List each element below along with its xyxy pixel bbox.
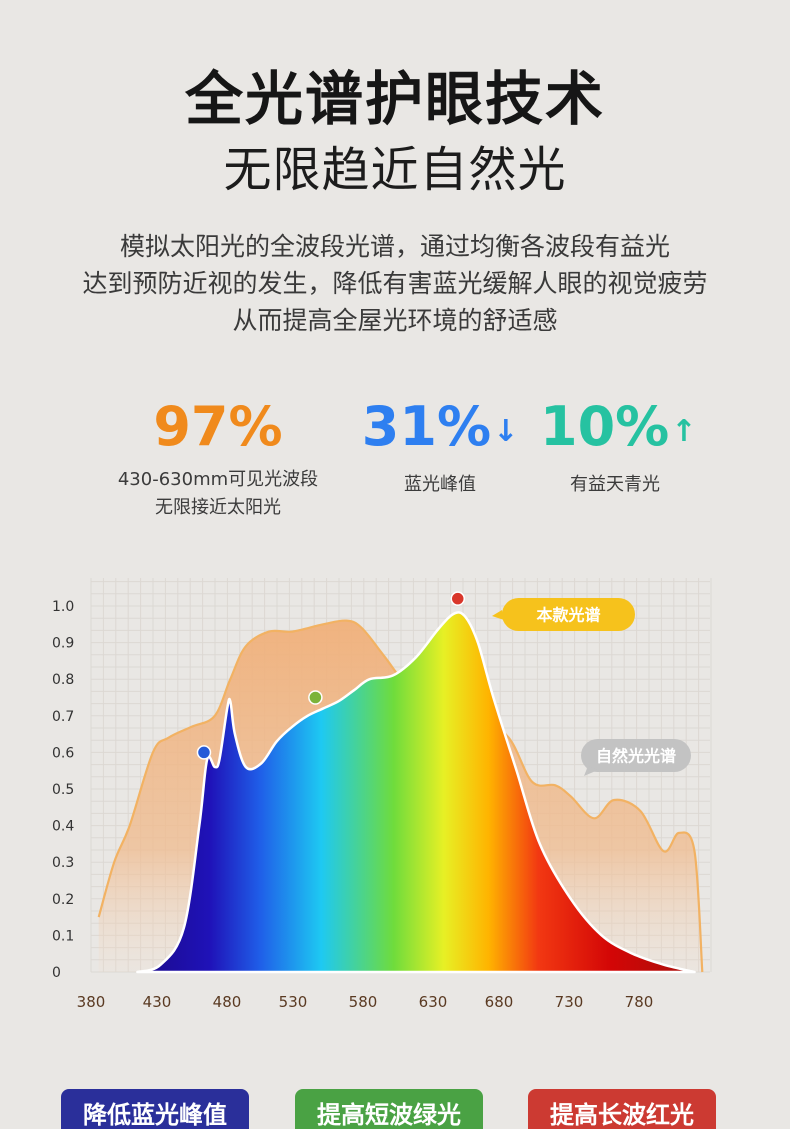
arrow-up-icon: ↑ [671,414,697,449]
description-line: 从而提高全屋光环境的舒适感 [232,306,558,335]
x-tick-label: 680 [485,993,514,1011]
x-tick-label: 580 [349,993,378,1011]
chart-series [97,611,704,974]
reduce-blue-peak-button[interactable]: 降低蓝光峰值 [61,1089,249,1129]
x-tick-label: 380 [77,993,106,1011]
x-axis: 380 430 480 530 580 630 680 730 780 [77,993,654,1011]
highlight-point [196,745,212,760]
stat-label: 有益天青光 [570,474,660,495]
page-subtitle: 无限趋近自然光 [223,142,567,198]
y-tick-label: 1.0 [52,599,74,615]
description: 模拟太阳光的全波段光谱，通过均衡各波段有益光 达到预防近视的发生，降低有害蓝光缓… [0,228,790,339]
product-spectrum-label: 本款光谱 [492,598,635,631]
product-spectrum-area [136,611,696,974]
natural-spectrum-label-bg [581,739,691,772]
y-tick-label: 0.8 [52,672,74,688]
stat-value: 31%↓ [361,395,519,458]
highlight-point [308,690,323,705]
chart-markers [196,591,466,760]
y-axis: 0 0.1 0.2 0.3 0.4 0.5 0.6 0.7 0.8 0.9 1.0 [52,599,74,981]
page-title: 全光谱护眼技术 [184,65,605,133]
arrow-down-icon: ↓ [493,414,519,449]
x-tick-label: 480 [213,993,242,1011]
y-tick-label: 0.1 [52,928,74,944]
y-tick-label: 0 [52,965,61,981]
raise-red-button[interactable]: 提高长波红光 [528,1089,716,1129]
description-line: 达到预防近视的发生，降低有害蓝光缓解人眼的视觉疲劳 [82,269,708,298]
x-tick-label: 730 [555,993,584,1011]
highlight-point [450,591,466,606]
y-tick-label: 0.7 [52,709,74,725]
product-spectrum-label-text: 本款光谱 [536,606,600,625]
x-tick-label: 530 [279,993,308,1011]
stat-cyan-light: 10%↑ 有益天青光 [540,395,697,499]
x-tick-label: 430 [143,993,172,1011]
stat-blue-peak: 31%↓ 蓝光峰值 [360,398,520,499]
stat-value: 10%↑ [540,395,697,458]
stat-value: 97% [153,395,283,458]
stat-label: 蓝光峰值 [404,474,476,495]
natural-spectrum-label-tail [584,766,598,776]
product-spectrum-label-bg [502,598,635,631]
stat-visible-spectrum: 97% 430-630mm可见光波段 无限接近太阳光 [103,398,333,522]
x-tick-label: 780 [625,993,654,1011]
y-tick-label: 0.3 [52,855,74,871]
stat-label: 430-630mm可见光波段 无限接近太阳光 [117,469,319,518]
y-tick-label: 0.2 [52,892,74,908]
y-tick-label: 0.5 [52,782,74,798]
product-spectrum-label-tail [492,610,504,620]
natural-spectrum-label-text: 自然光光谱 [596,747,676,766]
y-tick-label: 0.6 [52,745,74,761]
y-tick-label: 0.4 [52,819,74,835]
x-tick-label: 630 [419,993,448,1011]
y-tick-label: 0.9 [52,636,74,652]
spectrum-chart: 0 0.1 0.2 0.3 0.4 0.5 0.6 0.7 0.8 0.9 1.0 380 430 48… [52,578,712,1011]
description-line: 模拟太阳光的全波段光谱，通过均衡各波段有益光 [119,232,670,261]
natural-spectrum-label: 自然光光谱 [581,739,691,776]
raise-green-button[interactable]: 提高短波绿光 [295,1089,483,1129]
